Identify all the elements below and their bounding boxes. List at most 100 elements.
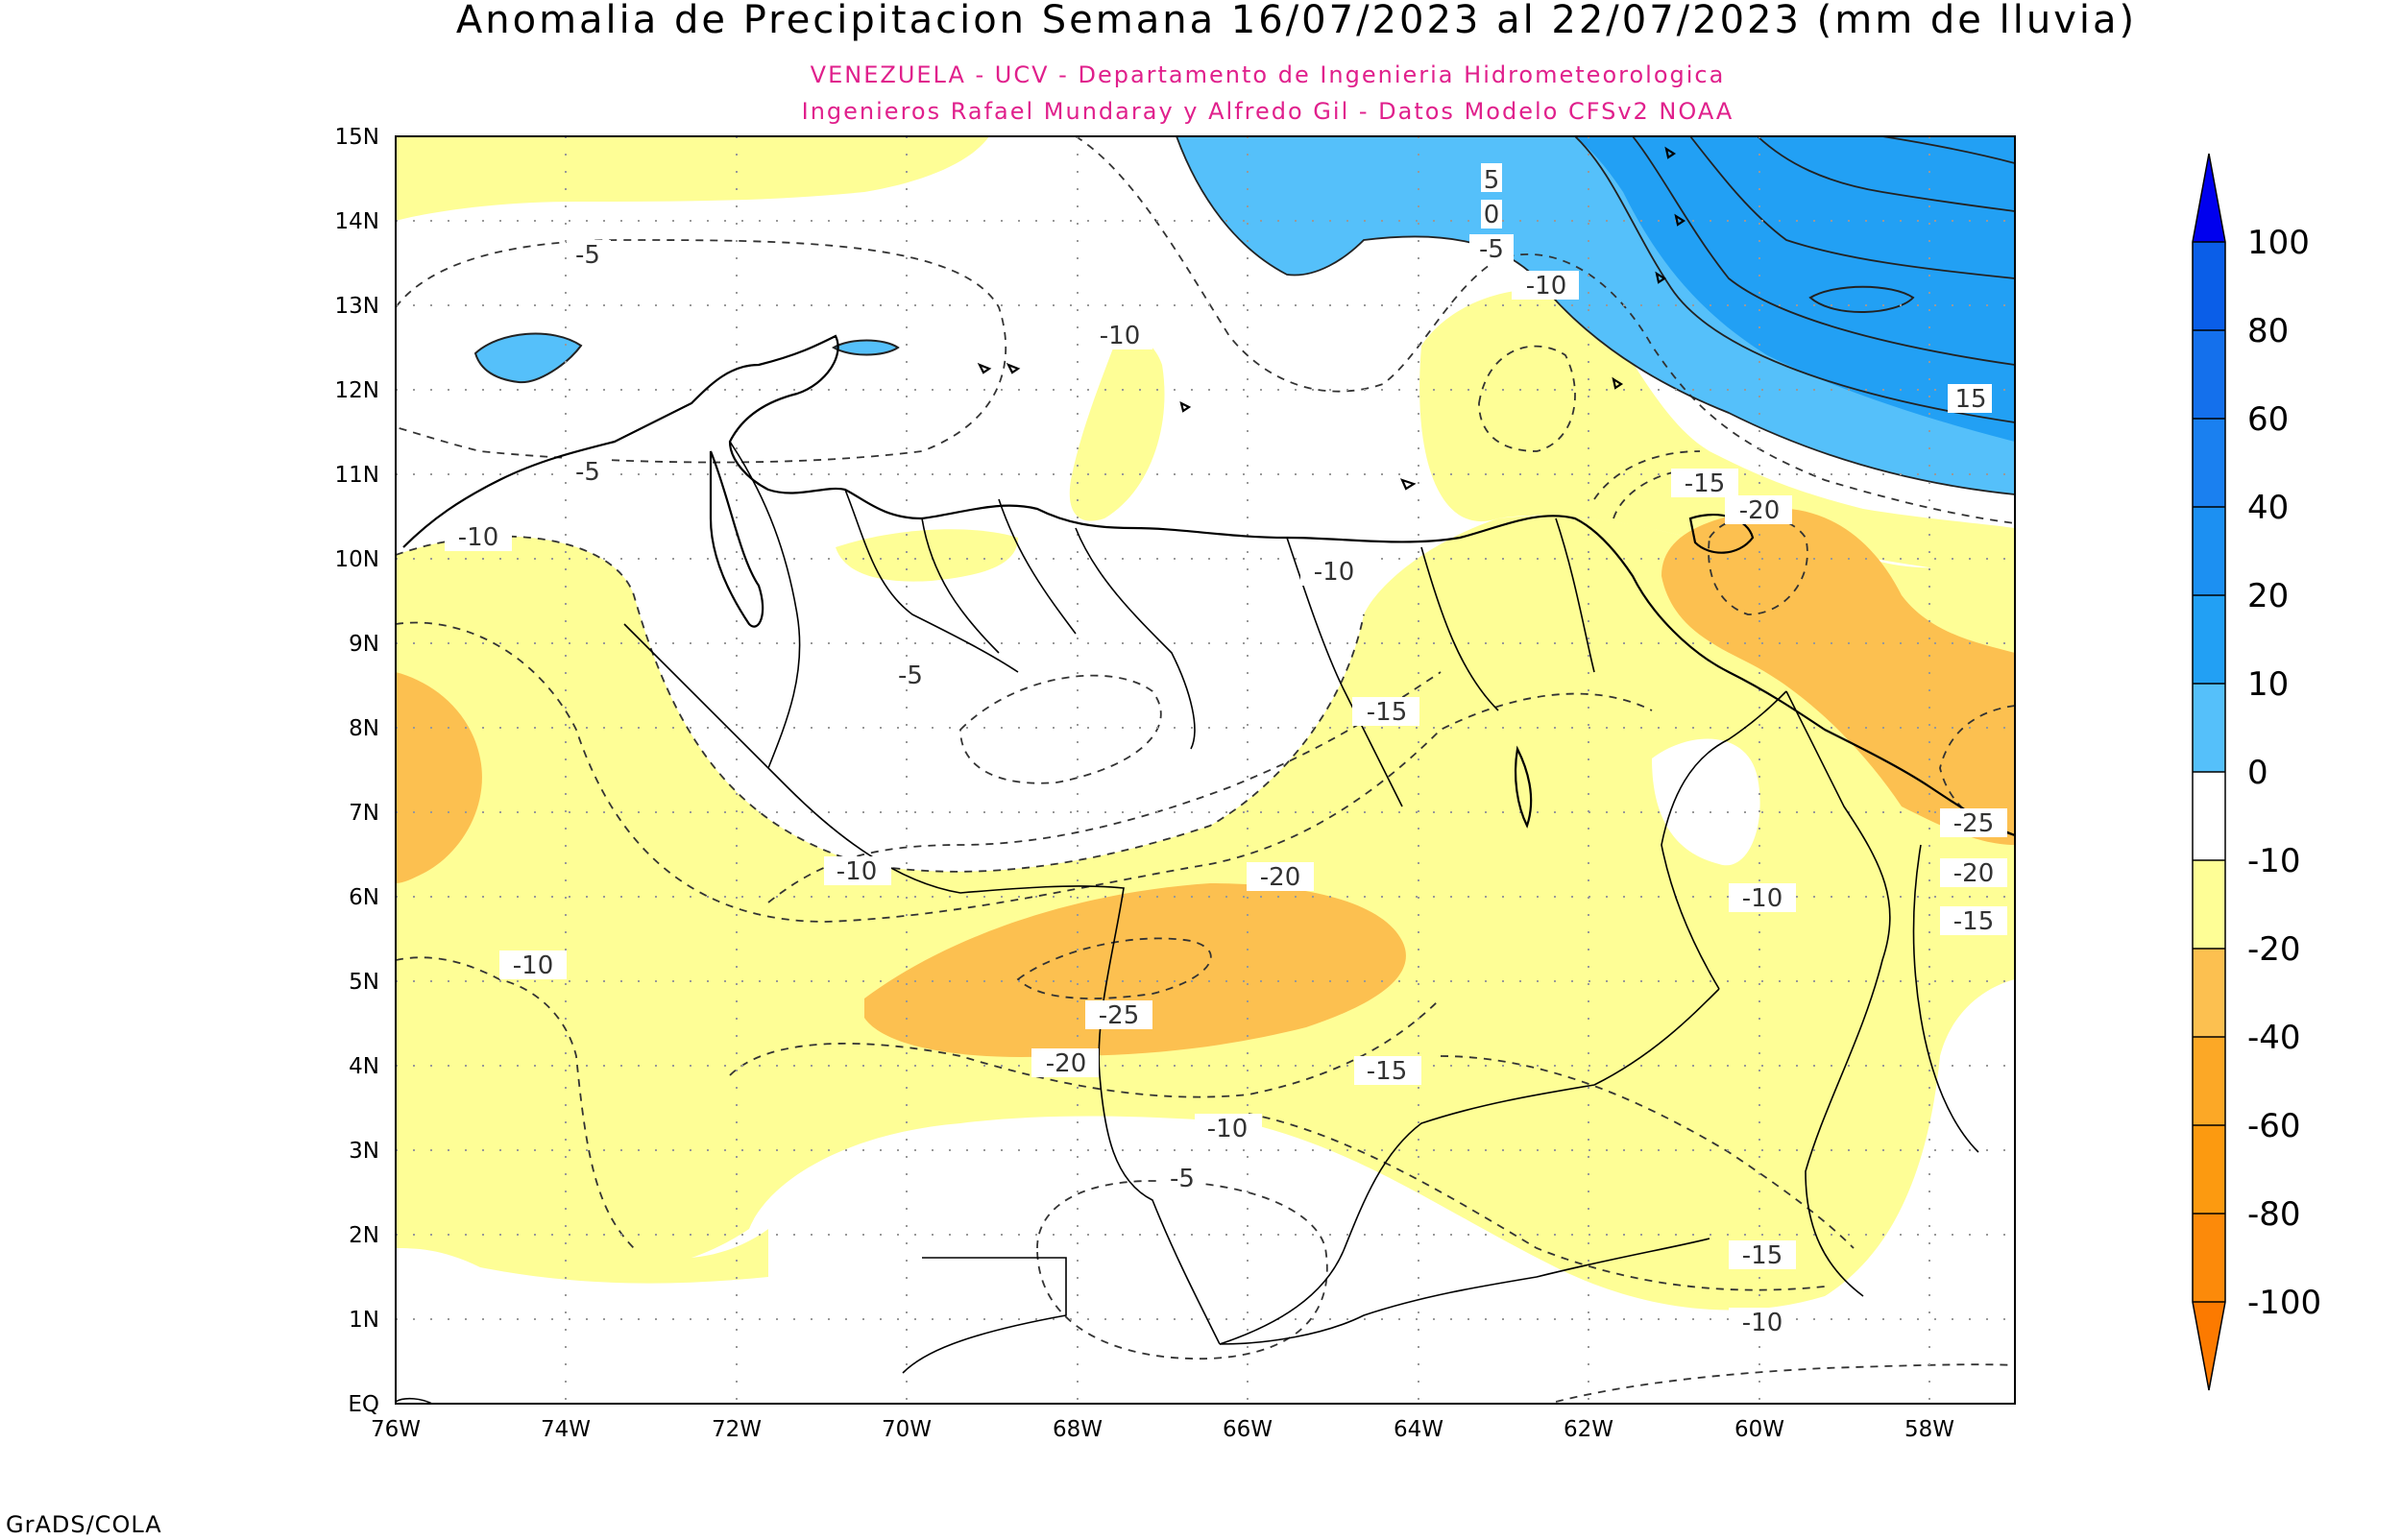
contour-label: -25 (1099, 1001, 1139, 1030)
colorbar-segment (2193, 684, 2225, 772)
contour-label: -10 (1314, 558, 1354, 587)
subtitle-line-1: VENEZUELA - UCV - Departamento de Ingeni… (811, 61, 1726, 88)
map-frame (395, 135, 2016, 1405)
colombia-peru-border (902, 1257, 1067, 1374)
contour-label: -15 (1742, 1241, 1783, 1270)
colorbar-label: 0 (2247, 754, 2268, 792)
venezuela-colombia-coastline (402, 334, 2015, 837)
lat-tick-label: 12N (335, 378, 379, 403)
orange-region-west (396, 672, 482, 883)
contour-label: -10 (458, 523, 498, 552)
lat-tick-label: 14N (335, 209, 379, 234)
lat-tick-label: EQ (348, 1392, 379, 1417)
venezuela-guyana-border (1661, 690, 1787, 990)
orange-region-center (864, 883, 1406, 1057)
lon-tick-label: 68W (1053, 1417, 1103, 1442)
yellow-north-west-band (396, 136, 989, 221)
colorbar-label: 40 (2247, 489, 2289, 527)
colorbar-label: 100 (2247, 224, 2310, 262)
contour-label: -10 (1526, 272, 1566, 301)
colorbar: 100 80 60 40 20 10 0 -10 -20 -40 -60 -80… (2192, 153, 2321, 1391)
colorbar-segment (2193, 330, 2225, 419)
guyana-suriname-border (1785, 690, 1891, 1297)
lon-tick-label: 58W (1904, 1417, 1954, 1442)
colorbar-label: -60 (2247, 1107, 2301, 1145)
contour-label: -20 (1953, 859, 1994, 888)
map-title: Anomalia de Precipitacion Semana 16/07/2… (456, 0, 2137, 42)
lat-tick-label: 11N (335, 463, 379, 488)
lat-tick-label: 2N (349, 1223, 379, 1248)
colorbar-label: -100 (2247, 1284, 2321, 1322)
colorbar-label: 20 (2247, 577, 2289, 615)
colorbar-segment (2193, 419, 2225, 507)
colorbar-segment (2193, 1037, 2225, 1125)
contour-label: -10 (837, 857, 877, 886)
lat-tick-label: 13N (335, 294, 379, 319)
lon-tick-label: 60W (1734, 1417, 1784, 1442)
lon-tick-label: 66W (1223, 1417, 1273, 1442)
lon-tick-label: 76W (371, 1417, 421, 1442)
map-plot-area (396, 136, 2015, 1404)
contour-label: -20 (1260, 863, 1300, 892)
contour-label: -10 (1742, 1309, 1783, 1337)
yellow-north-east-blob (1419, 289, 2015, 576)
contour-label: -20 (1046, 1049, 1086, 1078)
contour-label: 0 (1484, 201, 1500, 229)
orinoco-delta (1514, 745, 1533, 829)
blue-blob-east (1808, 285, 1915, 313)
lat-tick-label: 5N (349, 970, 379, 995)
islands-caribbean (977, 146, 1686, 491)
colorbar-segment (2193, 595, 2225, 684)
lon-tick-label: 72W (712, 1417, 762, 1442)
colorbar-label: -10 (2247, 842, 2301, 880)
lat-tick-label: 9N (349, 632, 379, 657)
lat-tick-label: 4N (349, 1054, 379, 1079)
contour-label: -10 (1207, 1115, 1248, 1143)
yellow-west-strip (396, 957, 768, 1284)
state-boundaries-west (729, 441, 1196, 769)
lightblue-blob-2 (832, 339, 900, 356)
colorbar-segment (2193, 1214, 2225, 1302)
solid-contours (1176, 136, 2015, 495)
colorbar-segment (2193, 772, 2225, 860)
colorbar-segment (2193, 1125, 2225, 1214)
colorbar-segment (2193, 507, 2225, 595)
trinidad-island (1688, 514, 1755, 554)
contour-label: -10 (513, 951, 553, 980)
lon-tick-label: 70W (882, 1417, 932, 1442)
blue-region-northeast (1575, 136, 2015, 442)
contour-label: -5 (575, 458, 600, 487)
venezuela-brazil-border (1219, 988, 1720, 1345)
contour-label: -15 (1685, 469, 1725, 498)
lon-tick-label: 74W (541, 1417, 591, 1442)
lat-tick-label: 3N (349, 1139, 379, 1164)
colorbar-label: 80 (2247, 312, 2289, 350)
lat-tick-label: 1N (349, 1308, 379, 1333)
contour-label: -15 (1367, 698, 1407, 727)
contour-label: 15 (1954, 385, 1986, 414)
colorbar-segment (2193, 242, 2225, 330)
contour-label: -20 (1739, 496, 1780, 525)
contour-label: -5 (575, 241, 600, 270)
contour-label: 5 (1484, 166, 1500, 195)
lat-tick-label: 8N (349, 716, 379, 741)
lat-tick-label: 7N (349, 801, 379, 826)
contour-label: -15 (1953, 907, 1994, 936)
contour-labels: 5 0 -5 -10 15 -5 -10 -5 -10 -15 -20 -10 … (445, 163, 2007, 1337)
state-boundaries-east (1286, 517, 1595, 807)
venezuela-colombia-border (623, 623, 1221, 1345)
suriname-french-guiana-border (1912, 844, 1979, 1153)
colombia-ecuador-border (396, 1397, 434, 1404)
longitude-axis: 76W 74W 72W 70W 68W 66W 64W 62W 60W 58W (371, 1417, 1954, 1442)
yellow-maracaibo-blob (836, 529, 1018, 582)
lat-tick-label: 10N (335, 547, 379, 572)
contour-label: -10 (1742, 884, 1783, 913)
contour-label: -25 (1953, 809, 1994, 838)
lake-maracaibo (709, 450, 764, 628)
colorbar-bottom-arrow (2193, 1302, 2225, 1390)
coastlines-borders (396, 146, 2015, 1404)
colorbar-label: -80 (2247, 1195, 2301, 1234)
brazil-border-lower (1219, 1238, 1710, 1345)
latitude-axis: 15N 14N 13N 12N 11N 10N 9N 8N 7N 6N 5N 4… (335, 125, 379, 1417)
